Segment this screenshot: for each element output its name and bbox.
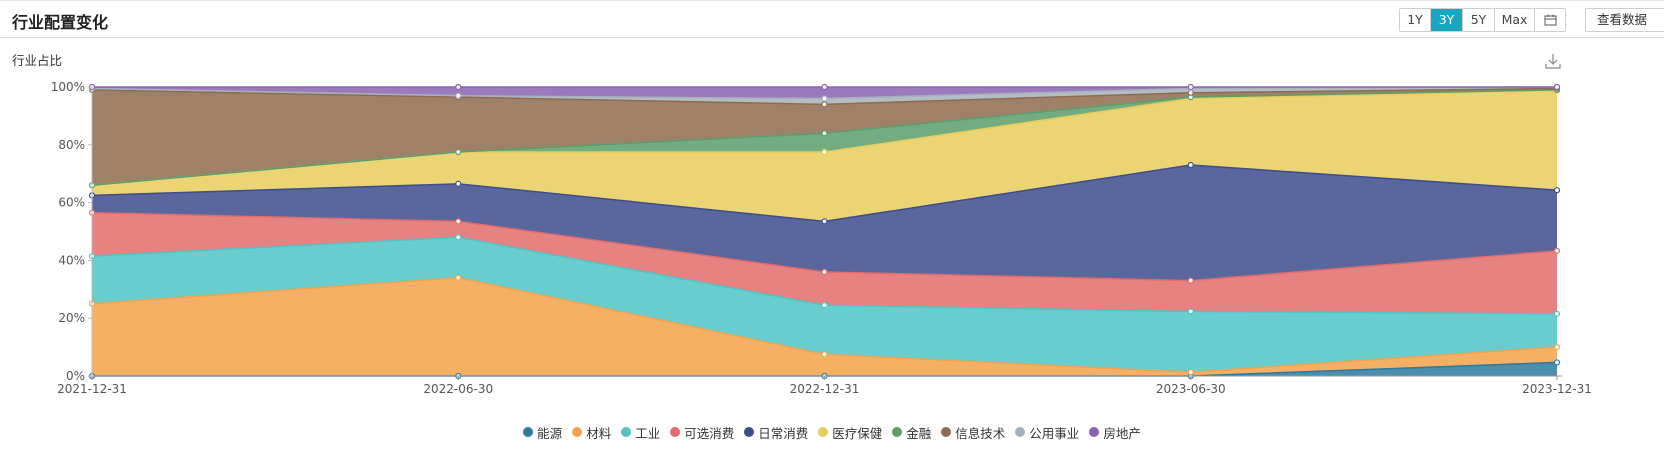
- data-point-4-3: [1187, 161, 1194, 169]
- legend-label: 医疗保健: [832, 425, 883, 441]
- data-point-3-2: [821, 268, 828, 276]
- area-2: [92, 237, 1557, 373]
- stacked-area-chart: 0% 20% 40% 60% 80% 100% 2021-12-31 2022-06-30 20…: [51, 80, 1592, 396]
- data-point-9-3: [1187, 83, 1194, 91]
- calendar-icon: [1544, 14, 1556, 26]
- range-1y-button[interactable]: 1Y: [1400, 9, 1431, 31]
- legend-swatch: [744, 427, 755, 437]
- area-0: [92, 362, 1557, 376]
- data-point-0-4: [1553, 359, 1561, 366]
- data-point-2-2: [821, 302, 828, 309]
- y-tick-label: 20%: [58, 311, 85, 325]
- panel-header: 行业配置变化 1Y 3Y 5Y Max 查看数据: [0, 0, 1664, 38]
- legend-label: 能源: [537, 425, 563, 441]
- area-1: [92, 277, 1557, 376]
- area-3: [92, 212, 1557, 314]
- x-tick-label: 2022-12-31: [790, 382, 860, 396]
- y-tick-label: 100%: [51, 80, 85, 94]
- range-max-button[interactable]: Max: [1495, 9, 1535, 31]
- legend-item-7[interactable]: 信息技术: [941, 423, 1005, 442]
- data-point-8-1: [455, 92, 462, 99]
- legend-label: 工业: [635, 425, 661, 441]
- download-icon[interactable]: [1544, 52, 1562, 70]
- legend-item-5[interactable]: 医疗保健: [818, 423, 882, 442]
- legend-item-1[interactable]: 材料: [572, 423, 611, 442]
- data-point-9-2: [821, 83, 828, 91]
- legend-swatch: [572, 427, 583, 437]
- y-tick-label: 80%: [58, 138, 85, 152]
- legend-label: 日常消费: [758, 425, 809, 441]
- data-point-3-3: [1187, 277, 1194, 284]
- data-point-3-1: [455, 218, 462, 225]
- range-5y-button[interactable]: 5Y: [1463, 9, 1495, 31]
- area-7: [92, 88, 1557, 186]
- legend-swatch: [523, 427, 534, 437]
- legend-swatch: [1015, 427, 1026, 437]
- data-point-4-2: [821, 218, 828, 225]
- legend-swatch: [818, 427, 829, 437]
- data-point-1-1: [455, 274, 462, 281]
- legend-item-4[interactable]: 日常消费: [744, 423, 808, 442]
- range-selector: 1Y 3Y 5Y Max: [1399, 8, 1566, 32]
- x-tick-label: 2023-06-30: [1156, 382, 1226, 396]
- data-point-6-1: [455, 148, 462, 156]
- legend-label: 公用事业: [1029, 425, 1080, 441]
- data-point-9-4: [1553, 83, 1561, 91]
- y-tick-label: 40%: [58, 253, 85, 267]
- legend-item-3[interactable]: 可选消费: [670, 423, 734, 442]
- legend-swatch: [621, 427, 632, 437]
- legend-item-8[interactable]: 公用事业: [1015, 423, 1079, 442]
- data-point-4-1: [455, 180, 462, 187]
- data-point-6-2: [821, 130, 828, 137]
- legend-label: 信息技术: [955, 425, 1006, 441]
- legend-swatch: [941, 427, 952, 437]
- data-point-2-4: [1553, 310, 1561, 317]
- legend-label: 金融: [906, 425, 932, 441]
- panel-title: 行业配置变化: [12, 13, 109, 32]
- legend-label: 房地产: [1103, 425, 1141, 441]
- view-data-button[interactable]: 查看数据: [1585, 8, 1664, 32]
- data-point-2-1: [455, 234, 462, 241]
- x-tick-label: 2021-12-31: [57, 382, 127, 396]
- data-point-4-4: [1553, 187, 1561, 194]
- range-3y-button[interactable]: 3Y: [1431, 9, 1463, 31]
- x-tick-label: 2022-06-30: [423, 382, 493, 396]
- area-6: [92, 89, 1557, 186]
- data-point-1-3: [1187, 369, 1194, 376]
- x-tick-label: 2023-12-31: [1522, 382, 1592, 396]
- y-tick-label: 60%: [58, 196, 85, 210]
- legend-item-9[interactable]: 房地产: [1089, 423, 1141, 442]
- area-5: [92, 90, 1557, 222]
- chart-legend: 能源 材料 工业 可选消费 日常消费 医疗保健 金融 信息技术 公用事业 房地产: [0, 423, 1664, 441]
- legend-label: 材料: [586, 425, 612, 441]
- data-point-3-4: [1553, 247, 1561, 254]
- data-point-9-1: [455, 83, 462, 91]
- legend-swatch: [1089, 427, 1100, 437]
- legend-item-0[interactable]: 能源: [523, 423, 562, 442]
- data-point-1-2: [821, 351, 828, 358]
- data-point-8-2: [821, 95, 828, 102]
- data-point-1-4: [1553, 344, 1561, 351]
- legend-swatch: [670, 427, 681, 437]
- legend-label: 可选消费: [684, 425, 735, 441]
- legend-item-6[interactable]: 金融: [892, 423, 931, 442]
- y-axis-title: 行业占比: [12, 53, 63, 68]
- data-point-7-2: [821, 101, 828, 108]
- calendar-button[interactable]: [1535, 9, 1565, 31]
- legend-swatch: [892, 427, 903, 437]
- legend-item-2[interactable]: 工业: [621, 423, 660, 442]
- y-tick-label: 0%: [66, 369, 85, 383]
- data-point-5-2: [821, 148, 828, 156]
- data-point-2-3: [1187, 308, 1194, 315]
